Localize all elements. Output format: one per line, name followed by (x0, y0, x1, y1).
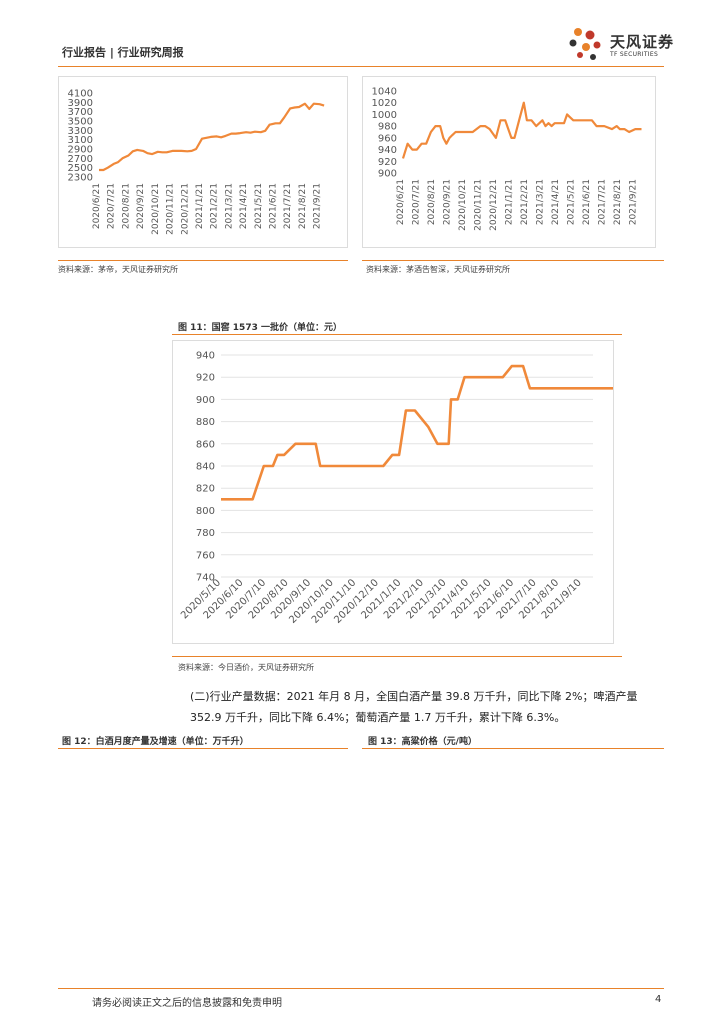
figure11-title-divider (172, 334, 622, 335)
x-tick-label: 2020/8/21 (427, 179, 437, 225)
footer-divider (58, 988, 664, 989)
x-tick-label: 2021/6/21 (269, 183, 279, 229)
x-tick-label: 2021/3/21 (535, 179, 545, 225)
y-tick-label: 2700 (68, 154, 93, 165)
figure12-divider (58, 748, 348, 749)
x-tick-label: 2021/4/21 (551, 179, 561, 225)
x-tick-label: 2021/8/21 (613, 179, 623, 225)
y-tick-label: 3900 (68, 98, 93, 109)
chart-top-left-source: 资料来源：茅帝，天风证券研究所 (58, 265, 178, 274)
figure11-source-divider (172, 656, 622, 657)
x-tick-label: 2020/12/21 (489, 179, 499, 231)
x-tick-label: 2021/1/21 (504, 179, 514, 225)
y-tick-label: 780 (196, 528, 215, 539)
y-tick-label: 3100 (68, 135, 93, 146)
x-tick-label: 2021/9/21 (313, 183, 323, 229)
y-tick-label: 940 (378, 145, 397, 156)
y-tick-label: 4100 (68, 89, 93, 100)
x-tick-label: 2021/9/21 (628, 179, 638, 225)
page-number: 4 (655, 994, 662, 1005)
production-paragraph-line1: (二)行业产量数据：2021 年月 8 月，全国白酒产量 39.8 万千升，同比… (190, 690, 638, 703)
x-tick-label: 2021/7/21 (283, 183, 293, 229)
y-tick-label: 800 (196, 506, 215, 517)
y-tick-label: 3500 (68, 117, 93, 128)
y-tick-label: 3300 (68, 126, 93, 137)
y-tick-label: 900 (378, 169, 397, 180)
figure13-divider (362, 748, 664, 749)
source-divider-right (362, 260, 664, 261)
x-tick-label: 2021/1/21 (195, 183, 205, 229)
y-tick-label: 2300 (68, 173, 93, 184)
x-tick-label: 2020/9/21 (442, 179, 452, 225)
production-paragraph-line2: 352.9 万千升，同比下降 6.4%；葡萄酒产量 1.7 万千升，累计下降 6… (190, 711, 566, 724)
y-tick-label: 2900 (68, 145, 93, 156)
y-tick-label: 960 (378, 133, 397, 144)
y-tick-label: 1020 (372, 98, 397, 109)
x-tick-label: 2020/7/21 (411, 179, 421, 225)
y-tick-label: 840 (196, 462, 215, 473)
x-tick-label: 2020/6/21 (396, 179, 406, 225)
x-tick-label: 2020/10/21 (458, 179, 468, 231)
y-tick-label: 3700 (68, 107, 93, 118)
x-tick-label: 2021/4/21 (239, 183, 249, 229)
y-tick-label: 1040 (372, 87, 397, 98)
figure11-chart: 9409209008808608408208007807607402020/5/… (179, 351, 614, 626)
x-tick-label: 2020/10/21 (151, 183, 161, 235)
footer-disclaimer: 请务必阅读正文之后的信息披露和免责申明 (92, 998, 282, 1009)
y-tick-label: 880 (196, 417, 215, 428)
x-tick-label: 2020/8/21 (121, 183, 131, 229)
x-tick-label: 2020/11/21 (166, 183, 176, 235)
chart-top-right-frame: 1040 1020 1000 980 960 940 920 900 2020/6/21 2020… (362, 76, 656, 248)
x-tick-label: 2020/6/21 (92, 183, 102, 229)
y-tick-label: 920 (378, 157, 397, 168)
brand-name: 天风证券 (610, 33, 675, 51)
chart-top-right-source: 资料来源：茅酒告智深，天风证券研究所 (366, 265, 510, 274)
chart-top-left-frame: 4100 3900 3700 3500 3300 3100 2900 2700 2500 2300… (58, 76, 348, 248)
x-tick-label: 2021/5/21 (566, 179, 576, 225)
x-tick-label: 2021/5/21 (254, 183, 264, 229)
figure11-frame: 940 920 900 880 860 840 820 800 780 760 740 2020/5/… (172, 340, 614, 644)
y-tick-label: 760 (196, 550, 215, 561)
x-tick-label: 2021/2/21 (520, 179, 530, 225)
x-tick-label: 2021/7/21 (597, 179, 607, 225)
x-tick-label: 2021/3/21 (224, 183, 234, 229)
figure12-title: 图 12：白酒月度产量及增速（单位：万千升） (62, 737, 249, 747)
figure11-source: 资料来源：今日酒价，天风证券研究所 (178, 663, 314, 672)
source-divider-left (58, 260, 348, 261)
x-tick-label: 2020/12/21 (180, 183, 190, 235)
y-tick-label: 820 (196, 484, 215, 495)
y-tick-label: 900 (196, 395, 215, 406)
figure11-title: 图 11：国窖 1573 一批价（单位：元） (178, 323, 342, 333)
series-line (221, 364, 614, 501)
y-tick-label: 1000 (372, 110, 397, 121)
figure13-title: 图 13：高粱价格（元/吨） (368, 737, 477, 747)
header-divider (58, 66, 664, 67)
series-line (99, 102, 325, 172)
y-tick-label: 740 (196, 573, 215, 584)
y-tick-label: 2500 (68, 163, 93, 174)
y-tick-label: 920 (196, 373, 215, 384)
x-tick-label: 2021/2/21 (210, 183, 220, 229)
y-tick-label: 940 (196, 351, 215, 362)
y-tick-label: 980 (378, 122, 397, 133)
x-tick-label: 2020/11/21 (473, 179, 483, 231)
chart-top-left: 4100390037003500330031002900270025002300… (68, 89, 325, 235)
brand-subtitle: TF SECURITIES (610, 51, 659, 58)
report-type-header: 行业报告 | 行业研究周报 (62, 46, 184, 59)
x-tick-label: 2021/8/21 (298, 183, 308, 229)
y-tick-label: 860 (196, 439, 215, 450)
x-tick-label: 2020/7/21 (107, 183, 117, 229)
x-tick-label: 2020/9/21 (136, 183, 146, 229)
x-tick-label: 2021/6/21 (582, 179, 592, 225)
series-line (401, 101, 642, 159)
tf-securities-logo-icon (569, 28, 601, 60)
